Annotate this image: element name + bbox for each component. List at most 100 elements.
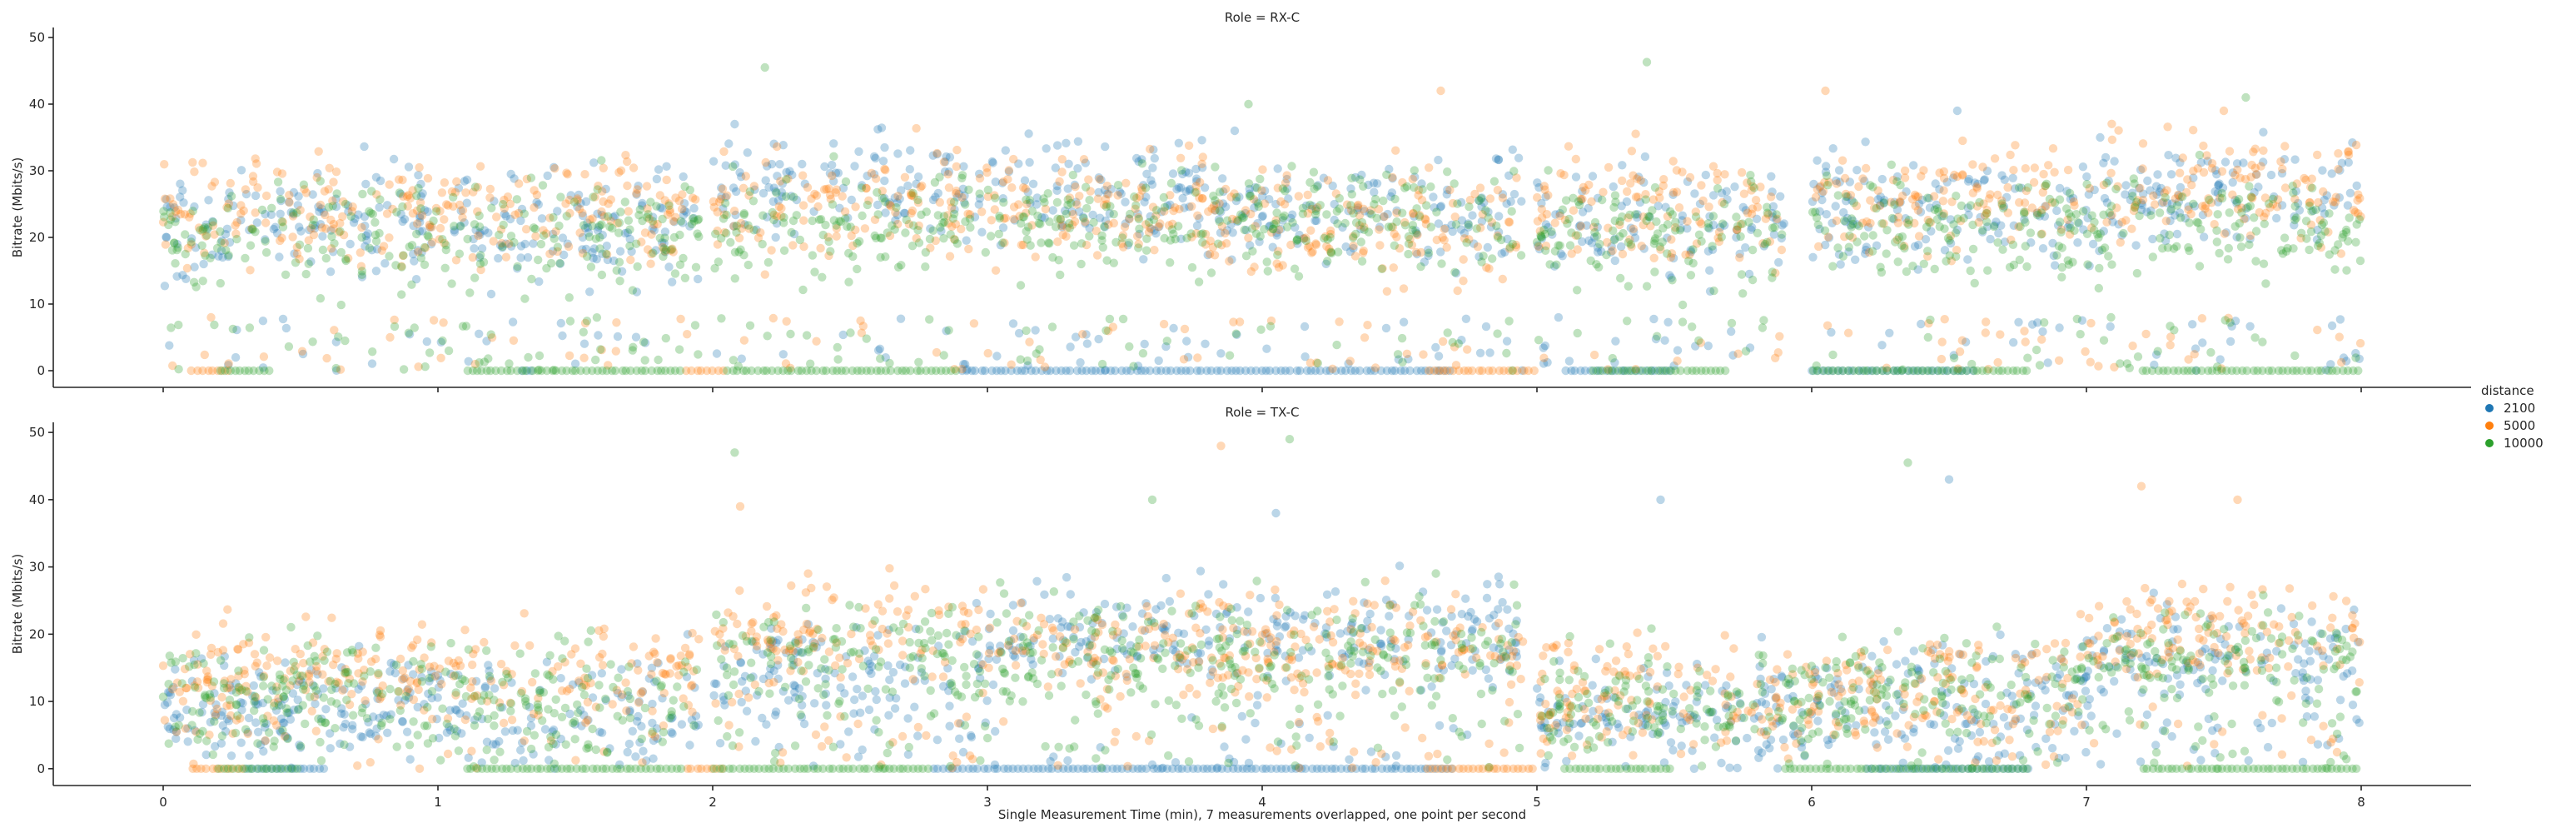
- data-point: [1400, 183, 1410, 192]
- data-point: [773, 196, 783, 205]
- data-point: [1349, 233, 1358, 242]
- data-point: [440, 263, 450, 272]
- data-point: [2082, 172, 2091, 182]
- data-point: [2083, 260, 2092, 269]
- data-point: [1950, 170, 1959, 180]
- data-point: [1733, 349, 1743, 358]
- data-point: [1622, 197, 1632, 207]
- data-point: [950, 205, 959, 214]
- data-point: [1980, 175, 1989, 184]
- data-point: [2337, 158, 2347, 167]
- data-point: [2318, 166, 2327, 175]
- data-point: [1412, 249, 1422, 259]
- data-point: [520, 239, 530, 249]
- data-point: [760, 62, 769, 72]
- data-point: [397, 290, 406, 299]
- data-point: [2114, 220, 2123, 229]
- data-point: [652, 174, 662, 184]
- data-point: [1141, 246, 1151, 255]
- data-point: [1042, 144, 1051, 153]
- data-point: [1436, 202, 1446, 211]
- data-point: [281, 658, 290, 667]
- data-point: [517, 204, 527, 214]
- data-point: [1588, 681, 1597, 690]
- data-point: [1558, 205, 1568, 214]
- data-point: [232, 234, 241, 244]
- data-point: [592, 254, 601, 264]
- data-point: [1868, 231, 1877, 240]
- data-point: [730, 160, 739, 169]
- data-point: [1017, 366, 1027, 376]
- data-point: [1051, 163, 1061, 172]
- data-point: [656, 203, 665, 212]
- data-point: [1484, 213, 1494, 222]
- data-point: [1408, 225, 1417, 235]
- data-point: [1668, 253, 1678, 263]
- data-point: [1728, 351, 1738, 360]
- data-point: [2099, 158, 2108, 167]
- data-point: [608, 223, 617, 233]
- data-point: [1057, 155, 1067, 164]
- data-point: [171, 259, 180, 268]
- data-point: [854, 147, 863, 157]
- data-point: [330, 239, 339, 248]
- data-point: [1631, 129, 1640, 138]
- data-point: [945, 721, 954, 731]
- data-point: [1738, 289, 1748, 298]
- data-point: [1892, 172, 1902, 182]
- data-point: [1232, 192, 1241, 202]
- data-point: [1094, 334, 1103, 344]
- data-point: [1717, 188, 1727, 197]
- data-point: [218, 252, 227, 262]
- data-point: [2148, 234, 2157, 244]
- data-point: [2167, 199, 2177, 208]
- data-point: [2241, 204, 2251, 213]
- data-point: [841, 214, 850, 223]
- data-point: [2250, 187, 2259, 197]
- data-point: [885, 675, 894, 685]
- data-point: [1192, 174, 1201, 183]
- data-point: [535, 351, 545, 361]
- data-point: [259, 352, 269, 362]
- data-point: [1892, 660, 1902, 669]
- data-point: [2070, 726, 2079, 736]
- data-point: [1102, 182, 1112, 191]
- data-point: [1456, 225, 1465, 234]
- data-point: [2149, 191, 2158, 201]
- data-point: [1124, 214, 1134, 223]
- data-point: [1392, 217, 1401, 227]
- data-point: [1074, 207, 1084, 217]
- data-point: [1508, 145, 1518, 154]
- data-point: [2110, 676, 2119, 686]
- data-point: [2176, 168, 2185, 177]
- data-point: [534, 200, 543, 209]
- data-point: [2348, 666, 2357, 676]
- data-point: [740, 220, 749, 229]
- data-point: [160, 160, 169, 169]
- data-point: [1204, 207, 1213, 217]
- data-point: [2227, 322, 2236, 331]
- data-point: [745, 321, 755, 330]
- data-point: [637, 201, 647, 210]
- data-point: [1841, 217, 1850, 227]
- data-point: [290, 249, 299, 258]
- data-point: [1385, 164, 1394, 174]
- data-point: [1456, 197, 1466, 207]
- data-point: [1402, 349, 1412, 358]
- data-point: [1703, 223, 1713, 232]
- data-point: [1176, 234, 1186, 243]
- data-point: [226, 178, 235, 188]
- data-point: [1008, 319, 1018, 328]
- data-point: [2131, 197, 2141, 207]
- data-point: [494, 253, 503, 263]
- data-point: [562, 168, 571, 177]
- data-point: [1399, 317, 1409, 327]
- data-point: [1768, 187, 1777, 197]
- data-point: [1719, 199, 1729, 209]
- data-point: [2319, 218, 2329, 227]
- data-point: [1616, 273, 1625, 283]
- data-point: [1917, 195, 1927, 205]
- data-point: [2259, 259, 2269, 268]
- data-point: [450, 222, 459, 231]
- data-point: [939, 351, 948, 360]
